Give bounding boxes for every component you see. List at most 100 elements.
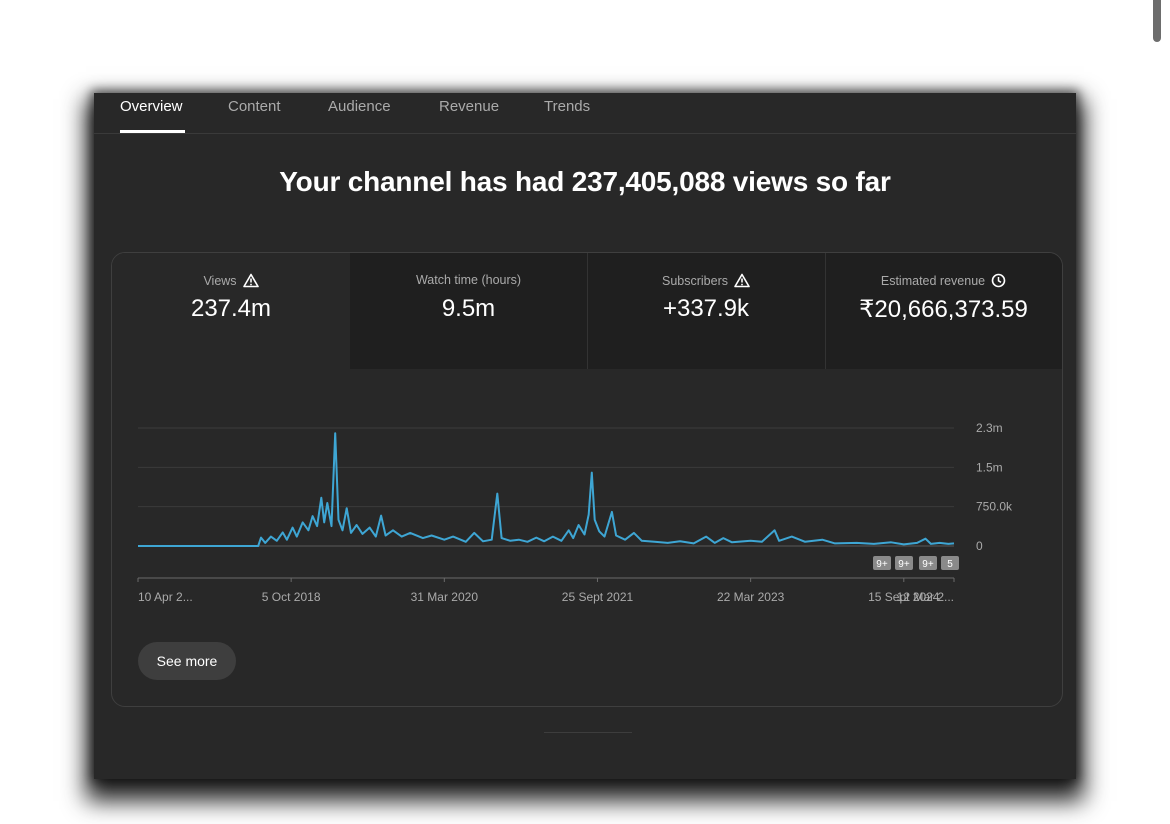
annotation-badge-label: 5 [947, 559, 953, 570]
data-point [615, 535, 617, 537]
data-point [679, 540, 681, 542]
data-point [422, 537, 424, 539]
data-point [496, 493, 498, 495]
tab-trends[interactable]: Trends [544, 98, 591, 115]
clock-icon [991, 273, 1006, 291]
data-point [286, 539, 288, 541]
tab-audience[interactable]: Audience [328, 98, 391, 115]
data-point [452, 536, 454, 538]
data-point [350, 532, 352, 534]
data-point [598, 530, 600, 532]
page-title: Your channel has had 237,405,088 views s… [279, 166, 891, 197]
data-point [276, 540, 278, 542]
data-point [229, 545, 231, 547]
data-point [705, 536, 707, 538]
data-point [302, 521, 304, 523]
data-point [594, 519, 596, 521]
data-point [312, 515, 314, 517]
data-point [916, 542, 918, 544]
x-tick-label: 12 Mar 2... [897, 590, 954, 604]
data-point [624, 539, 626, 541]
data-point [714, 542, 716, 544]
metric-tab-views[interactable]: Views 237.4m [112, 253, 350, 369]
see-more-button[interactable]: See more [138, 642, 236, 680]
analytics-panel: Overview Content Audience Revenue Trends… [94, 93, 1076, 779]
data-point [821, 539, 823, 541]
data-point [604, 536, 606, 538]
y-tick-label: 750.0k [976, 500, 1013, 514]
metric-divider [825, 253, 826, 369]
metric-label-row: Estimated revenue [825, 273, 1062, 291]
x-tick-label: 22 Mar 2023 [717, 590, 785, 604]
x-tick-label: 10 Apr 2... [138, 590, 193, 604]
metric-label-row: Subscribers [587, 273, 825, 291]
annotation-badge [919, 556, 937, 570]
metric-label-subscribers: Subscribers [662, 274, 728, 288]
data-point [761, 541, 763, 543]
annotation-badge [895, 556, 913, 570]
data-point [323, 521, 325, 523]
data-point [369, 527, 371, 529]
data-point [856, 542, 858, 544]
data-point [326, 502, 328, 504]
annotation-badge-label: 9+ [898, 559, 910, 570]
annotation-badge-label: 9+ [922, 559, 934, 570]
data-point [443, 539, 445, 541]
data-point [834, 542, 836, 544]
y-tick-label: 0 [976, 539, 983, 553]
data-point [501, 537, 503, 539]
data-point [264, 542, 266, 544]
data-point [473, 532, 475, 534]
data-point [568, 529, 570, 531]
metric-divider [587, 253, 588, 369]
bottom-divider [544, 732, 632, 733]
data-point [509, 540, 511, 542]
page-scrollbar-thumb[interactable] [1153, 0, 1161, 42]
metric-tab-subscribers[interactable]: Subscribers +337.9k [587, 253, 825, 369]
data-point [578, 524, 580, 526]
tab-content[interactable]: Content [228, 98, 281, 115]
tab-overview[interactable]: Overview [120, 98, 183, 115]
series-line [138, 432, 955, 547]
data-point [282, 531, 284, 533]
data-point [137, 545, 139, 547]
warning-icon [734, 273, 750, 291]
metric-value-watch-time: 9.5m [441, 295, 496, 322]
data-point [385, 535, 387, 537]
tab-bar: Overview Content Audience Revenue Trends [94, 93, 1076, 134]
data-point [330, 525, 332, 527]
annotation-badge [941, 556, 959, 570]
metric-label-views: Views [203, 274, 237, 288]
warning-icon [242, 273, 259, 291]
x-tick-label: 25 Sept 2021 [562, 590, 634, 604]
data-point [873, 543, 875, 545]
metric-value-subscribers: +337.9k [662, 295, 750, 322]
tab-revenue[interactable]: Revenue [439, 98, 500, 115]
data-point [778, 540, 780, 542]
data-point [409, 532, 411, 534]
data-point [750, 540, 752, 542]
data-point [693, 542, 695, 544]
metric-label-row: Views [112, 273, 350, 291]
data-point [591, 472, 593, 474]
data-point [947, 543, 949, 545]
data-point [320, 497, 322, 499]
metric-tab-revenue[interactable]: Estimated revenue ₹20,666,373.59 [825, 253, 1062, 369]
data-point [401, 536, 403, 538]
data-point [953, 542, 955, 544]
data-point [633, 532, 635, 534]
data-point [572, 537, 574, 539]
data-point [584, 533, 586, 535]
data-point [930, 543, 932, 545]
data-point [939, 542, 941, 544]
data-point [334, 432, 336, 434]
data-point [362, 533, 364, 535]
data-point [518, 539, 520, 541]
views-line-chart: 0 750.0k 1.5m 2.3m 9+ 9+ 9+ 5 10 Apr 2... 5 Oct 2… [137, 421, 1013, 604]
data-point [431, 535, 433, 537]
data-point [653, 541, 655, 543]
active-tab-indicator [120, 130, 185, 133]
data-point [257, 545, 259, 547]
y-tick-label: 2.3m [976, 421, 1003, 435]
metric-tab-watch-time[interactable]: Watch time (hours) 9.5m [350, 253, 587, 369]
